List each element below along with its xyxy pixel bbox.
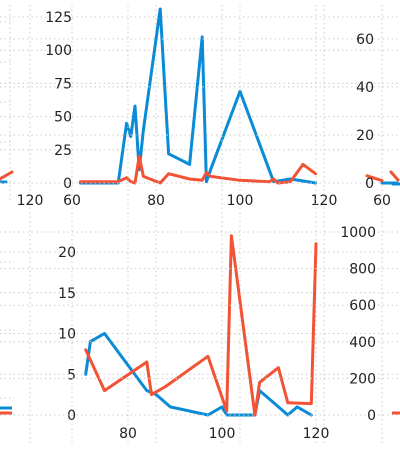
y-tick-label: 25: [54, 143, 72, 159]
tick-labels: 0 200 400 600 800 1000: [340, 225, 376, 424]
series-line-blue: [84, 332, 313, 417]
gridlines: [0, 231, 400, 416]
gridlines: [0, 5, 31, 445]
x-tick-label: 60: [373, 193, 391, 209]
x-tick-label: 80: [147, 193, 165, 209]
y-tick-label: 0: [367, 408, 376, 424]
gridlines: [0, 261, 14, 399]
y-tick-label: 0: [365, 176, 374, 192]
series-line-red: [365, 174, 384, 183]
x-tick-label: 120: [311, 193, 338, 209]
y-tick-label: 50: [54, 110, 72, 126]
x-tick-label: 60: [63, 193, 81, 209]
y-tick-label: 100: [45, 43, 72, 59]
y-tick-label: 20: [356, 128, 374, 144]
x-tick-label: 100: [209, 426, 236, 442]
y-tick-label: 800: [349, 262, 376, 278]
tick-labels: 120: [17, 193, 44, 209]
panel-top-left: 120: [0, 5, 43, 445]
series-line-red: [78, 154, 318, 185]
y-tick-label: 0: [63, 176, 72, 192]
series-line-red: [84, 234, 318, 417]
y-tick-label: 600: [349, 298, 376, 314]
y-tick-label: 10: [58, 327, 76, 343]
series-line-red: [0, 170, 14, 181]
panel-bottom-left: [0, 261, 14, 415]
y-tick-label: 5: [67, 367, 76, 383]
x-tick-label: 80: [119, 426, 137, 442]
y-tick-label: 40: [356, 80, 374, 96]
y-tick-label: 400: [349, 335, 376, 351]
y-tick-label: 125: [45, 10, 72, 26]
y-tick-label: 1000: [340, 225, 376, 241]
y-tick-label: 60: [356, 32, 374, 48]
tick-labels: 60 80 100 120 0 25 50 75 100 125: [45, 10, 337, 209]
series-line-red: [389, 170, 400, 182]
x-tick-label: 120: [17, 193, 44, 209]
series-line-blue: [78, 7, 318, 185]
x-tick-label: 120: [303, 426, 330, 442]
y-tick-label: 200: [349, 371, 376, 387]
y-tick-label: 20: [58, 245, 76, 261]
tick-labels: 80 100 120 0 5 10 15 20: [58, 245, 329, 442]
gridlines: [0, 5, 400, 445]
x-tick-label: 100: [227, 193, 254, 209]
y-tick-label: 0: [67, 408, 76, 424]
y-tick-label: 75: [54, 76, 72, 92]
y-tick-label: 15: [58, 286, 76, 302]
